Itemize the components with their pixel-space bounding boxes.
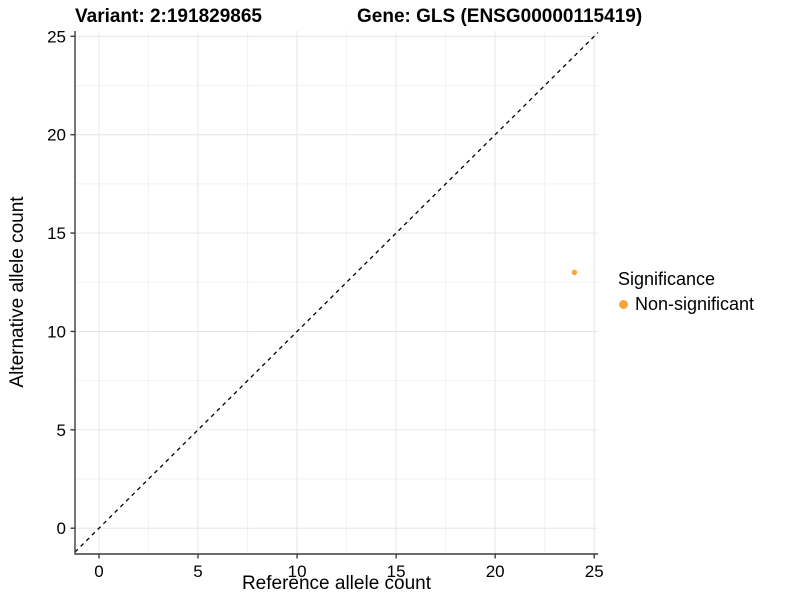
x-tick-label: 15 <box>387 562 406 581</box>
y-tick-label: 5 <box>57 421 66 440</box>
plot-title-variant: Variant: 2:191829865 <box>75 6 262 27</box>
identity-line <box>74 32 599 553</box>
y-tick-label: 15 <box>47 224 66 243</box>
legend-item: Non-significant <box>616 293 754 315</box>
y-tick-label: 25 <box>47 27 66 46</box>
plot-title-gene: Gene: GLS (ENSG00000115419) <box>357 6 643 27</box>
x-tick-label: 20 <box>486 562 505 581</box>
y-tick-label: 10 <box>47 322 66 341</box>
legend: Significance Non-significant <box>616 268 754 315</box>
y-tick-label: 20 <box>47 126 66 145</box>
x-tick-label: 25 <box>585 562 604 581</box>
x-tick-label: 5 <box>193 562 202 581</box>
legend-point-icon <box>619 299 628 309</box>
x-tick-label: 10 <box>288 562 307 581</box>
x-axis-title: Reference allele count <box>241 573 432 594</box>
y-tick-label: 0 <box>57 519 66 538</box>
data-point <box>571 269 578 276</box>
legend-title: Significance <box>618 269 716 289</box>
legend-item-label: Non-significant <box>635 294 755 314</box>
x-tick-label: 0 <box>94 562 103 581</box>
